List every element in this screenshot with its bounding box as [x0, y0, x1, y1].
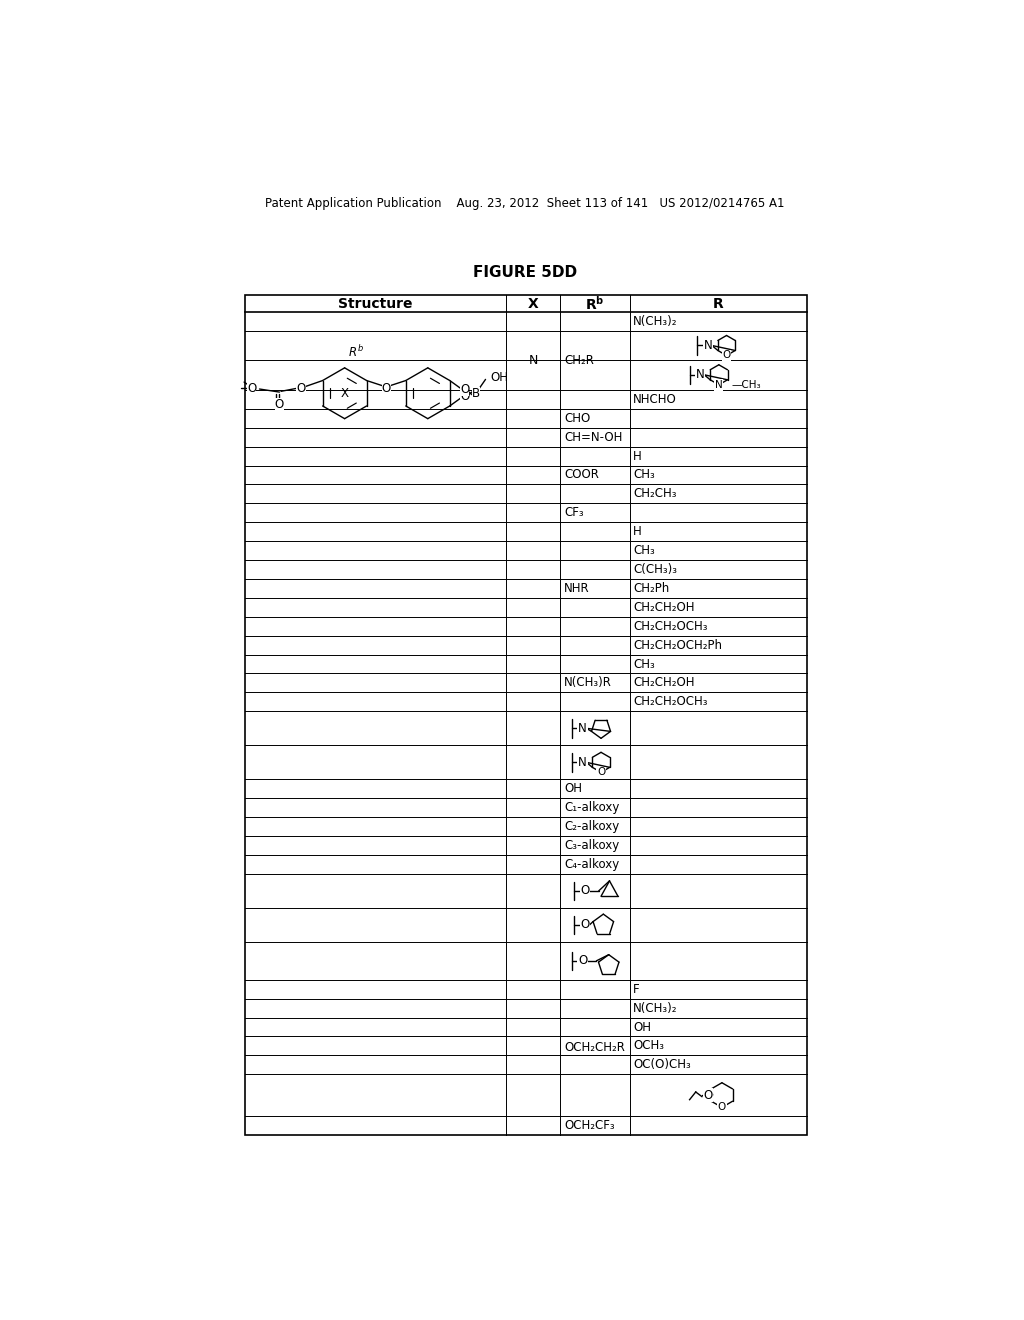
Text: H: H	[634, 525, 642, 539]
Text: O: O	[247, 381, 256, 395]
Text: NHCHO: NHCHO	[634, 393, 677, 405]
Text: O: O	[597, 767, 605, 777]
Text: O: O	[274, 397, 284, 411]
Text: O: O	[382, 381, 391, 395]
Text: H: H	[634, 450, 642, 462]
Text: O: O	[703, 1089, 713, 1102]
Text: FIGURE 5DD: FIGURE 5DD	[473, 265, 577, 280]
Text: CH₃: CH₃	[634, 657, 655, 671]
Text: Patent Application Publication    Aug. 23, 2012  Sheet 113 of 141   US 2012/0214: Patent Application Publication Aug. 23, …	[265, 197, 784, 210]
Text: CH₂CH₂OH: CH₂CH₂OH	[634, 676, 695, 689]
Text: N(CH₃)R: N(CH₃)R	[564, 676, 612, 689]
Text: C₃-alkoxy: C₃-alkoxy	[564, 840, 620, 851]
Text: O: O	[718, 1102, 726, 1113]
Text: CH₃: CH₃	[634, 544, 655, 557]
Text: F: F	[634, 982, 640, 995]
Text: B: B	[472, 387, 480, 400]
Text: CHO: CHO	[564, 412, 590, 425]
Text: N: N	[696, 368, 705, 381]
Text: C₄-alkoxy: C₄-alkoxy	[564, 858, 620, 871]
Text: OCH₂CF₃: OCH₂CF₃	[564, 1119, 614, 1131]
Text: O: O	[581, 884, 590, 898]
Text: OH: OH	[634, 1020, 651, 1034]
Text: O: O	[460, 389, 469, 403]
Text: CH=N-OH: CH=N-OH	[564, 430, 623, 444]
Text: X: X	[528, 297, 539, 312]
Text: CH₂CH₂OCH₃: CH₂CH₂OCH₃	[634, 619, 708, 632]
Text: $\mathbf{R^b}$: $\mathbf{R^b}$	[585, 294, 604, 313]
Text: CH₂CH₃: CH₂CH₃	[634, 487, 677, 500]
Text: O: O	[581, 919, 590, 932]
Text: —CH₃: —CH₃	[731, 380, 761, 389]
Text: CH₂Ph: CH₂Ph	[634, 582, 670, 595]
Text: R: R	[713, 297, 723, 312]
Text: $R^b$: $R^b$	[348, 345, 365, 360]
Text: NHR: NHR	[564, 582, 590, 595]
Text: O: O	[296, 381, 306, 395]
Bar	[245, 296, 807, 1135]
Text: OC(O)CH₃: OC(O)CH₃	[634, 1059, 691, 1072]
Text: OCH₃: OCH₃	[634, 1039, 665, 1052]
Text: N: N	[579, 756, 587, 768]
Text: N: N	[715, 380, 723, 389]
Text: CH₂CH₂OH: CH₂CH₂OH	[634, 601, 695, 614]
Text: CH₂R: CH₂R	[564, 354, 594, 367]
Text: Structure: Structure	[338, 297, 413, 312]
Text: N: N	[528, 354, 538, 367]
Text: COOR: COOR	[564, 469, 599, 482]
Text: C₁-alkoxy: C₁-alkoxy	[564, 801, 620, 814]
Text: OH: OH	[490, 371, 508, 384]
Text: N: N	[579, 722, 587, 735]
Text: N: N	[703, 339, 713, 352]
Text: CF₃: CF₃	[564, 507, 584, 519]
Text: OH: OH	[564, 783, 582, 796]
Text: O: O	[578, 954, 587, 968]
Text: O: O	[460, 384, 469, 396]
Text: CH₃: CH₃	[634, 469, 655, 482]
Text: O: O	[722, 351, 731, 360]
Text: X: X	[341, 387, 348, 400]
Text: N(CH₃)₂: N(CH₃)₂	[634, 1002, 678, 1015]
Text: CH₂CH₂OCH₃: CH₂CH₂OCH₃	[634, 696, 708, 709]
Text: OCH₂CH₂R: OCH₂CH₂R	[564, 1041, 625, 1055]
Text: N(CH₃)₂: N(CH₃)₂	[634, 315, 678, 329]
Text: CH₂CH₂OCH₂Ph: CH₂CH₂OCH₂Ph	[634, 639, 722, 652]
Text: C(CH₃)₃: C(CH₃)₃	[634, 564, 677, 576]
Text: C₂-alkoxy: C₂-alkoxy	[564, 820, 620, 833]
